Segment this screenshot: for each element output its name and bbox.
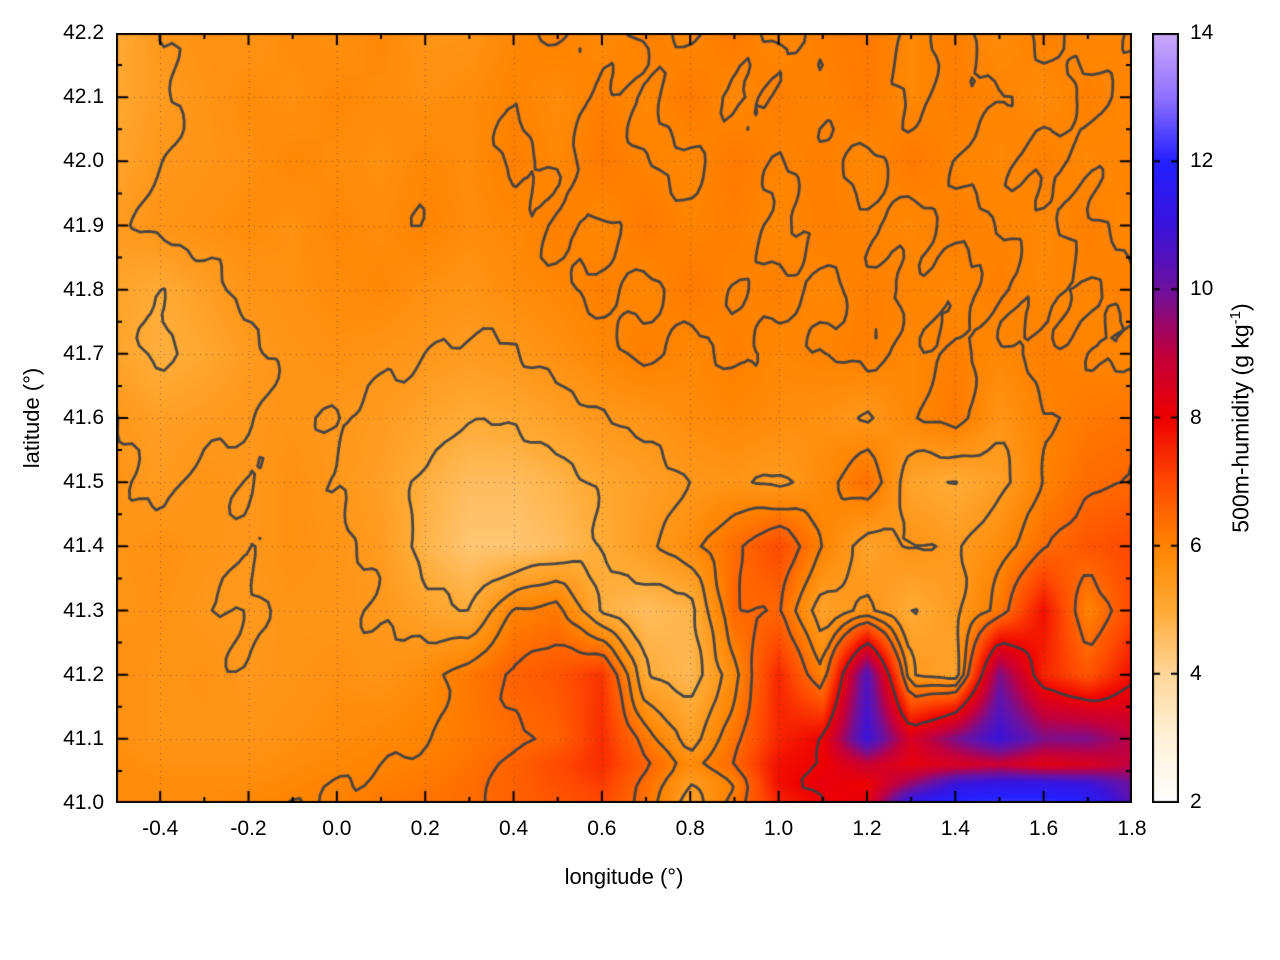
x-axis-title: longitude (°) <box>564 864 684 889</box>
heatmap-canvas <box>116 33 1132 803</box>
x-tick-label: -0.2 <box>230 817 267 840</box>
x-tick-label: 1.2 <box>852 817 882 840</box>
x-tick-label: 1.0 <box>763 817 794 840</box>
y-tick-label: 42.1 <box>63 85 104 109</box>
x-tick-label: 1.6 <box>1029 817 1059 840</box>
colorbar-tick-label: 4 <box>1190 661 1202 685</box>
y-tick-label: 41.5 <box>63 470 104 494</box>
colorbar-title-text: 500m-humidity (g kg <box>1227 324 1254 533</box>
x-tick-label: 0.4 <box>498 817 529 840</box>
y-tick-label: 41.2 <box>63 662 104 686</box>
colorbar-title-superscript: -1 <box>1227 310 1244 325</box>
y-tick-label: 41.9 <box>63 213 104 237</box>
colorbar-title-suffix: ) <box>1227 303 1254 311</box>
y-tick-label: 41.3 <box>63 598 104 622</box>
y-tick-label: 41.1 <box>63 726 104 750</box>
y-tick-label: 41.4 <box>63 534 104 558</box>
x-tick-label: 0.8 <box>675 817 705 840</box>
x-tick-label: 1.4 <box>940 817 970 840</box>
y-tick-label: 41.6 <box>63 406 104 429</box>
y-axis-title: latitude (°) <box>19 367 44 469</box>
colorbar-tick-label: 12 <box>1190 149 1214 173</box>
y-tick-label: 41.7 <box>63 341 104 365</box>
x-tick-label: 1.8 <box>1117 817 1147 840</box>
colorbar-tick-label: 2 <box>1190 790 1202 813</box>
colorbar-title: 500m-humidity (g kg-1) <box>1227 238 1257 598</box>
y-tick-label: 42.2 <box>63 21 104 44</box>
colorbar-tick-label: 14 <box>1190 21 1214 44</box>
x-tick-label: 0.6 <box>587 817 617 840</box>
x-tick-label: 0.0 <box>322 817 352 840</box>
y-tick-label: 41.0 <box>63 791 104 814</box>
y-tick-label: 42.0 <box>63 149 104 173</box>
x-tick-label: 0.2 <box>410 817 440 840</box>
x-tick-label: -0.4 <box>142 817 179 840</box>
colorbar-canvas <box>1152 33 1179 803</box>
y-tick-label: 41.8 <box>63 277 104 301</box>
colorbar-tick-label: 10 <box>1190 277 1214 301</box>
colorbar-tick-label: 8 <box>1190 405 1202 429</box>
colorbar-tick-label: 6 <box>1190 533 1202 557</box>
